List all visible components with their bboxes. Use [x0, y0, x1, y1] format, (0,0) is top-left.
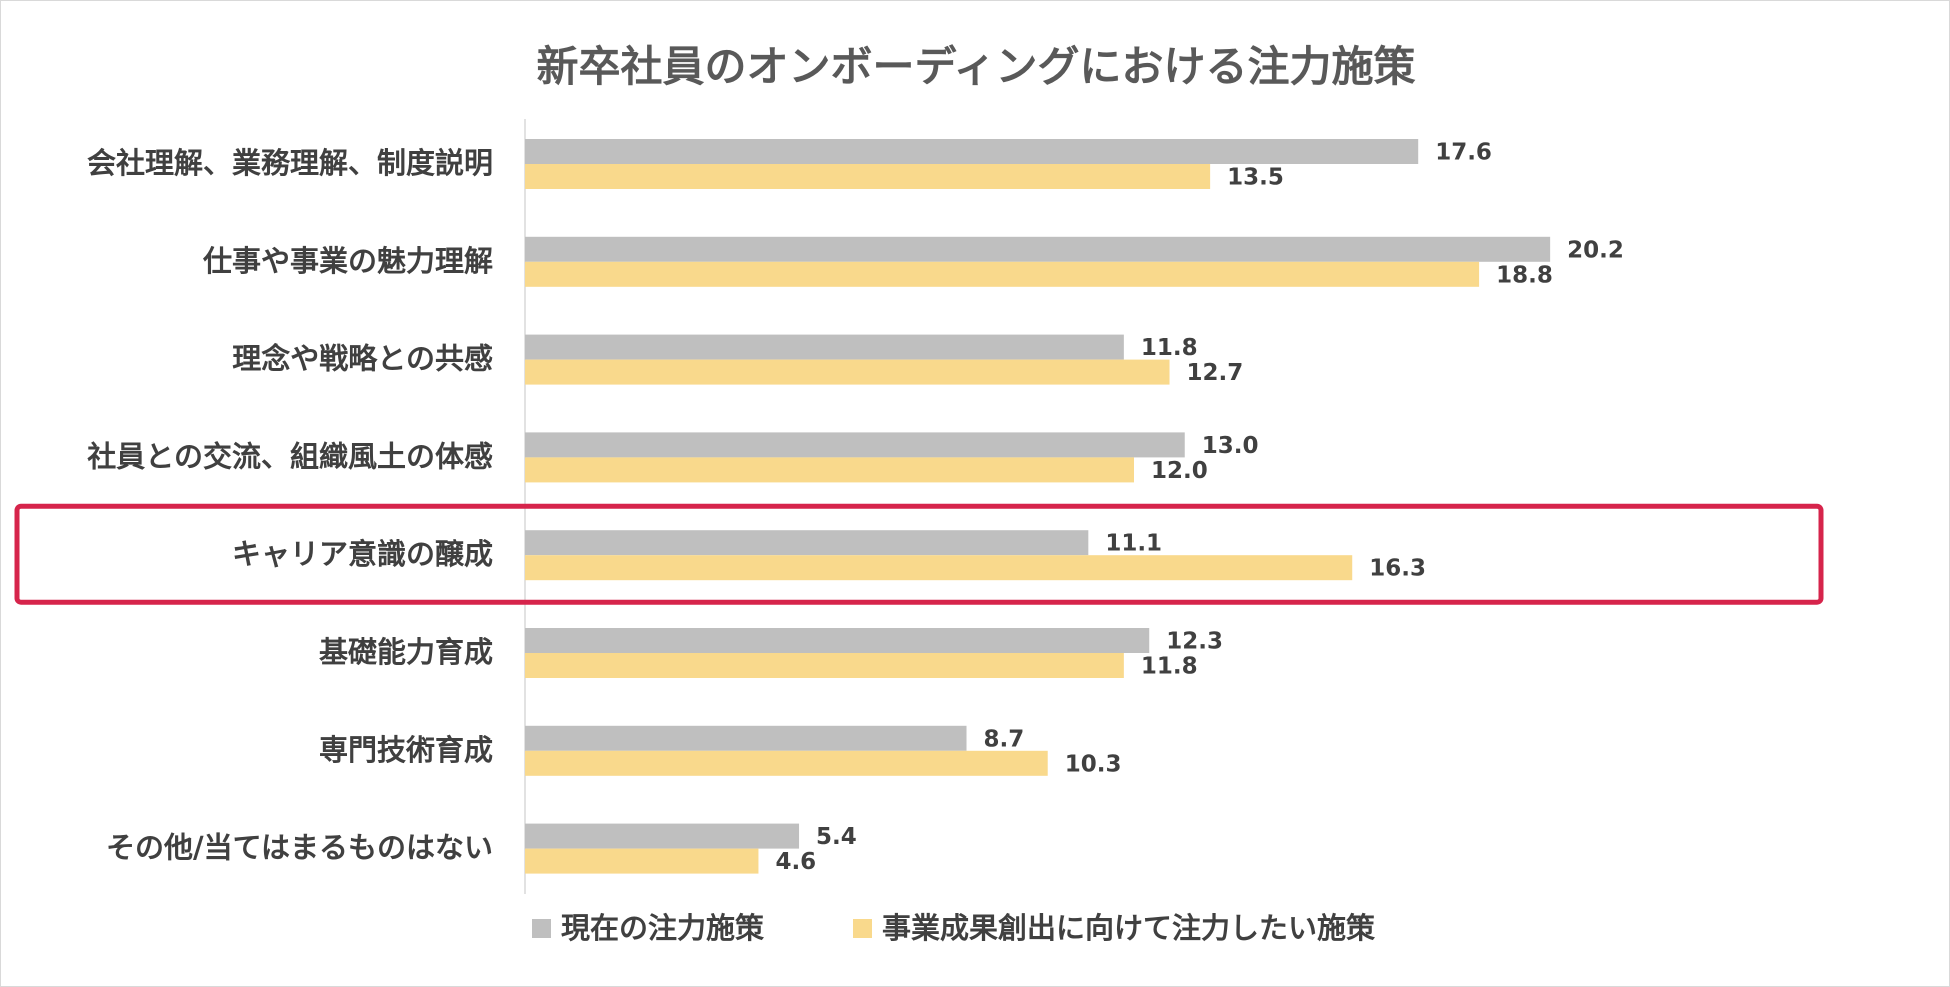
- data-label: 13.5: [1227, 165, 1284, 191]
- data-label: 18.8: [1496, 262, 1553, 288]
- data-label: 12.0: [1151, 458, 1208, 484]
- legend-label: 事業成果創出に向けて注力したい施策: [882, 911, 1376, 945]
- data-label: 11.1: [1105, 531, 1162, 557]
- data-label: 11.8: [1141, 654, 1198, 680]
- bar-current: [525, 236, 1551, 262]
- category-label: 理念や戦略との共感: [232, 342, 493, 376]
- bar-current: [525, 725, 967, 751]
- data-label: 8.7: [984, 726, 1025, 752]
- bars-layer: [525, 139, 1551, 874]
- bar-current: [525, 823, 800, 849]
- bar-current: [525, 334, 1124, 360]
- data-label: 16.3: [1369, 556, 1426, 582]
- bar-desired: [525, 848, 759, 874]
- category-label: 会社理解、業務理解、制度説明: [87, 146, 493, 180]
- data-label: 12.7: [1187, 360, 1244, 386]
- legend-swatch: [532, 919, 551, 938]
- data-label: 11.8: [1141, 335, 1198, 361]
- highlight-box: [14, 503, 1824, 605]
- category-label: 社員との交流、組織風土の体感: [87, 439, 493, 473]
- legend-swatch: [853, 919, 872, 938]
- bar-desired: [525, 359, 1170, 385]
- category-label: キャリア意識の醸成: [232, 537, 493, 571]
- data-label: 17.6: [1435, 140, 1492, 166]
- bar-desired: [525, 164, 1211, 189]
- data-label: 5.4: [816, 824, 857, 850]
- data-label: 4.6: [775, 849, 816, 875]
- category-label: 仕事や事業の魅力理解: [202, 244, 493, 278]
- bar-current: [525, 432, 1185, 458]
- data-label: 13.0: [1202, 433, 1259, 459]
- bar-desired: [525, 750, 1048, 776]
- bar-desired: [525, 653, 1124, 678]
- data-label: 10.3: [1065, 751, 1122, 777]
- legend: 現在の注力施策 事業成果創出に向けて注力したい施策: [532, 911, 1376, 945]
- bar-current: [525, 530, 1089, 556]
- category-label: 基礎能力育成: [319, 635, 493, 669]
- category-label: 専門技術育成: [319, 733, 493, 767]
- bar-current: [525, 628, 1150, 653]
- data-label: 20.2: [1567, 237, 1624, 263]
- labels-layer: 会社理解、業務理解、制度説明 17.6 13.5 仕事や事業の魅力理解 20.2 18.8…: [14, 140, 1824, 875]
- category-label: その他/当てはまるものはない: [106, 831, 493, 865]
- data-label: 12.3: [1166, 629, 1223, 655]
- bar-desired: [525, 261, 1480, 287]
- chart-title: 新卒社員のオンボーディングにおける注力施策: [536, 42, 1415, 91]
- bar-desired: [525, 457, 1134, 483]
- legend-label: 現在の注力施策: [561, 911, 765, 945]
- bar-current: [525, 139, 1419, 164]
- bar-desired: [525, 555, 1353, 581]
